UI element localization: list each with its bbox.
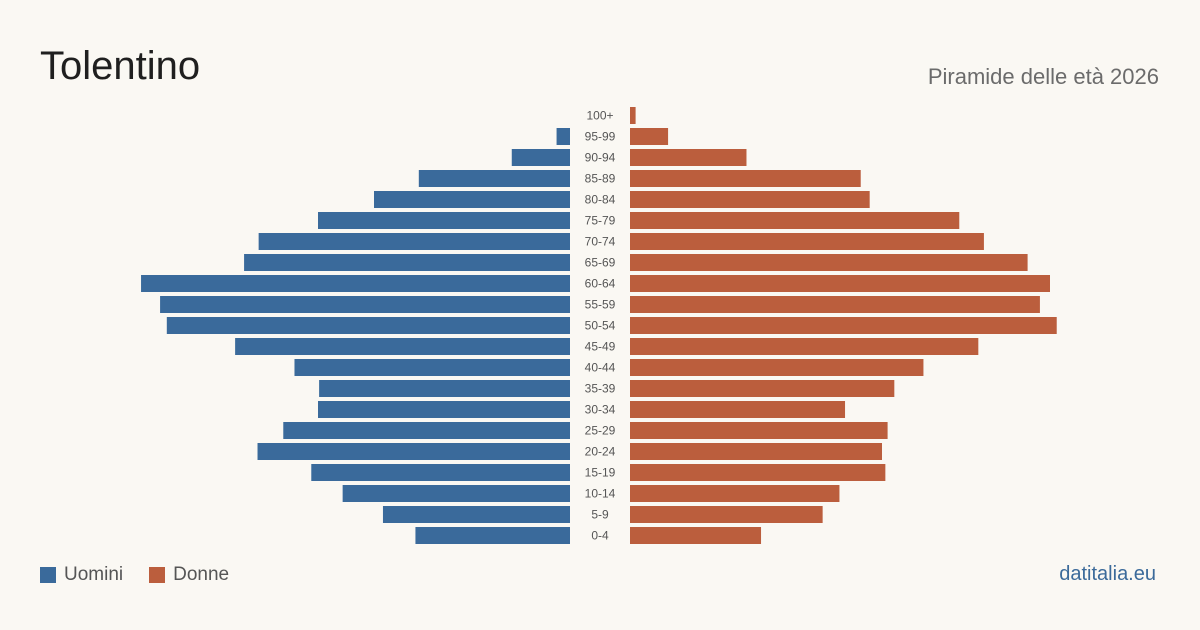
age-label-80-84: 80-84 (585, 193, 616, 207)
age-label-20-24: 20-24 (585, 445, 616, 459)
chart-title: Tolentino (40, 44, 201, 88)
bar-men-75-79 (318, 212, 570, 229)
bar-men-50-54 (166, 317, 571, 334)
bar-women-75-79 (630, 212, 960, 229)
age-label-40-44: 40-44 (585, 361, 616, 375)
bar-men-5-9 (382, 506, 570, 523)
age-label-0-4: 0-4 (591, 529, 609, 543)
age-label-15-19: 15-19 (585, 466, 616, 480)
legend-men-swatch (40, 567, 56, 583)
age-label-45-49: 45-49 (585, 340, 616, 354)
bar-men-65-69 (244, 254, 570, 271)
bar-men-85-89 (418, 170, 570, 187)
age-label-25-29: 25-29 (585, 424, 616, 438)
bar-women-0-4 (630, 527, 762, 544)
bar-women-95-99 (630, 128, 669, 145)
legend-men: Uomini (40, 564, 123, 586)
age-label-60-64: 60-64 (585, 277, 616, 291)
bar-men-60-64 (141, 275, 571, 292)
bar-men-15-19 (311, 464, 570, 481)
legend-women-swatch (149, 567, 166, 583)
bar-men-90-94 (511, 149, 570, 166)
bar-men-40-44 (294, 359, 570, 376)
bar-women-35-39 (630, 380, 895, 397)
chart-subtitle: Piramide delle età 2026 (927, 64, 1159, 89)
age-label-35-39: 35-39 (585, 382, 616, 396)
legend-women: Donne (149, 564, 229, 586)
bar-men-30-34 (318, 401, 570, 418)
bar-men-80-84 (374, 191, 570, 208)
bar-women-15-19 (630, 464, 886, 481)
bar-men-20-24 (257, 443, 570, 460)
bar-women-50-54 (630, 317, 1057, 334)
age-label-90-94: 90-94 (585, 151, 616, 165)
legend-women-label: Donne (173, 564, 230, 585)
bar-women-20-24 (630, 443, 882, 460)
bar-women-55-59 (630, 296, 1040, 313)
age-label-30-34: 30-34 (585, 403, 616, 417)
bar-men-55-59 (160, 296, 570, 313)
age-label-50-54: 50-54 (585, 319, 616, 333)
age-label-5-9: 5-9 (591, 508, 609, 522)
bar-men-10-14 (342, 485, 570, 502)
bar-women-5-9 (630, 506, 823, 523)
bar-women-25-29 (630, 422, 888, 439)
bar-women-90-94 (630, 149, 747, 166)
legend-men-label: Uomini (64, 564, 124, 585)
bar-women-45-49 (630, 338, 979, 355)
bar-women-30-34 (630, 401, 846, 418)
age-label-65-69: 65-69 (585, 256, 616, 270)
age-label-70-74: 70-74 (585, 235, 616, 249)
bar-women-85-89 (630, 170, 861, 187)
age-label-55-59: 55-59 (585, 298, 616, 312)
age-label-85-89: 85-89 (585, 172, 616, 186)
bar-men-45-49 (235, 338, 570, 355)
age-label-10-14: 10-14 (585, 487, 616, 501)
bar-women-100+ (630, 107, 636, 124)
age-label-75-79: 75-79 (585, 214, 616, 228)
source-link[interactable]: datitalia.eu (1059, 563, 1156, 585)
bar-men-35-39 (319, 380, 570, 397)
bar-women-60-64 (630, 275, 1050, 292)
bar-women-80-84 (630, 191, 870, 208)
bar-men-70-74 (258, 233, 570, 250)
bar-women-10-14 (630, 485, 840, 502)
bar-men-25-29 (283, 422, 570, 439)
bar-women-70-74 (630, 233, 984, 250)
bar-men-95-99 (556, 128, 570, 145)
bar-men-0-4 (415, 527, 570, 544)
bar-women-65-69 (630, 254, 1028, 271)
bar-women-40-44 (630, 359, 924, 376)
legend: Uomini Donne (40, 564, 255, 586)
age-label-95-99: 95-99 (585, 130, 616, 144)
age-label-100+: 100+ (586, 109, 613, 123)
